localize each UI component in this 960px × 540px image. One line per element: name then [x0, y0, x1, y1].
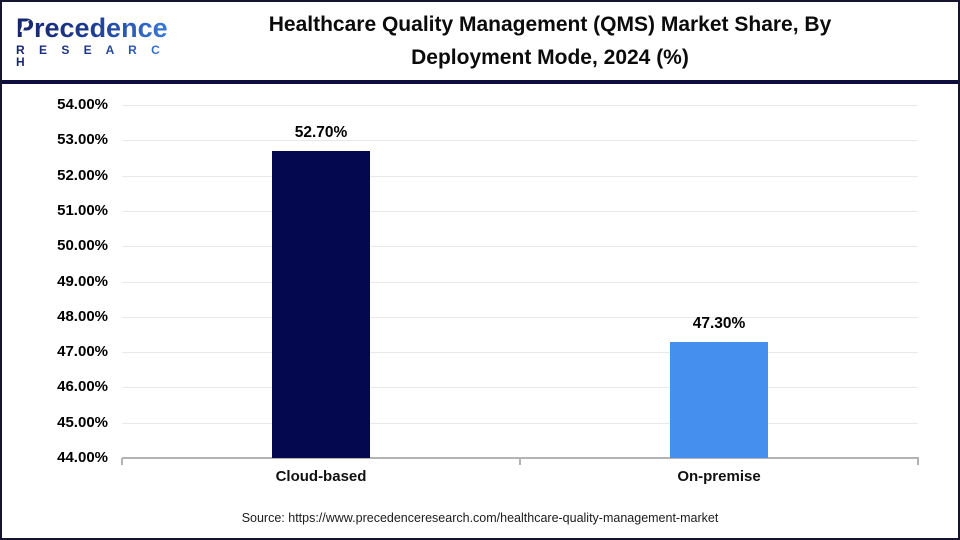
page-title: Healthcare Quality Management (QMS) Mark… [180, 9, 920, 74]
logo-subtitle: R E S E A R C H [16, 44, 176, 68]
y-tick-label: 51.00% [57, 201, 108, 219]
gridline [122, 210, 918, 212]
bar-on-premise [670, 341, 768, 458]
value-label: 47.30% [692, 314, 746, 332]
logo-leaf-icon [20, 19, 30, 32]
y-tick-label: 50.00% [57, 237, 108, 255]
axis-tick [519, 458, 521, 465]
category-label: Cloud-based [275, 468, 367, 485]
title-line-1: Healthcare Quality Management (QMS) Mark… [268, 13, 832, 36]
logo-brand: Precedence [16, 15, 176, 42]
gridline [122, 316, 918, 318]
gridline [122, 246, 918, 248]
y-tick-label: 54.00% [57, 96, 108, 113]
bar-cloud-based [272, 150, 370, 458]
title-line-2: Deployment Mode, 2024 (%) [411, 45, 689, 69]
value-label: 52.70% [294, 123, 348, 141]
y-tick-label: 46.00% [57, 378, 108, 396]
gridline [122, 140, 918, 142]
gridline [122, 281, 918, 283]
y-tick-label: 53.00% [57, 131, 108, 149]
category-label: On-premise [677, 468, 761, 485]
axis-tick [121, 458, 123, 465]
gridline [122, 105, 918, 106]
y-tick-label: 44.00% [57, 449, 108, 466]
gridline [122, 387, 918, 389]
axis-tick [917, 458, 919, 465]
y-tick-label: 48.00% [57, 307, 108, 325]
logo: Precedence R E S E A R C H [16, 15, 176, 69]
y-tick-label: 52.00% [57, 166, 108, 184]
y-tick-label: 49.00% [57, 272, 108, 290]
header-rule [0, 80, 960, 84]
source-text: Source: https://www.precedenceresearch.c… [241, 511, 719, 525]
y-tick-label: 47.00% [57, 343, 108, 361]
gridline [122, 422, 918, 424]
y-tick-label: 45.00% [57, 413, 108, 431]
gridline [122, 175, 918, 177]
gridline [122, 352, 918, 354]
